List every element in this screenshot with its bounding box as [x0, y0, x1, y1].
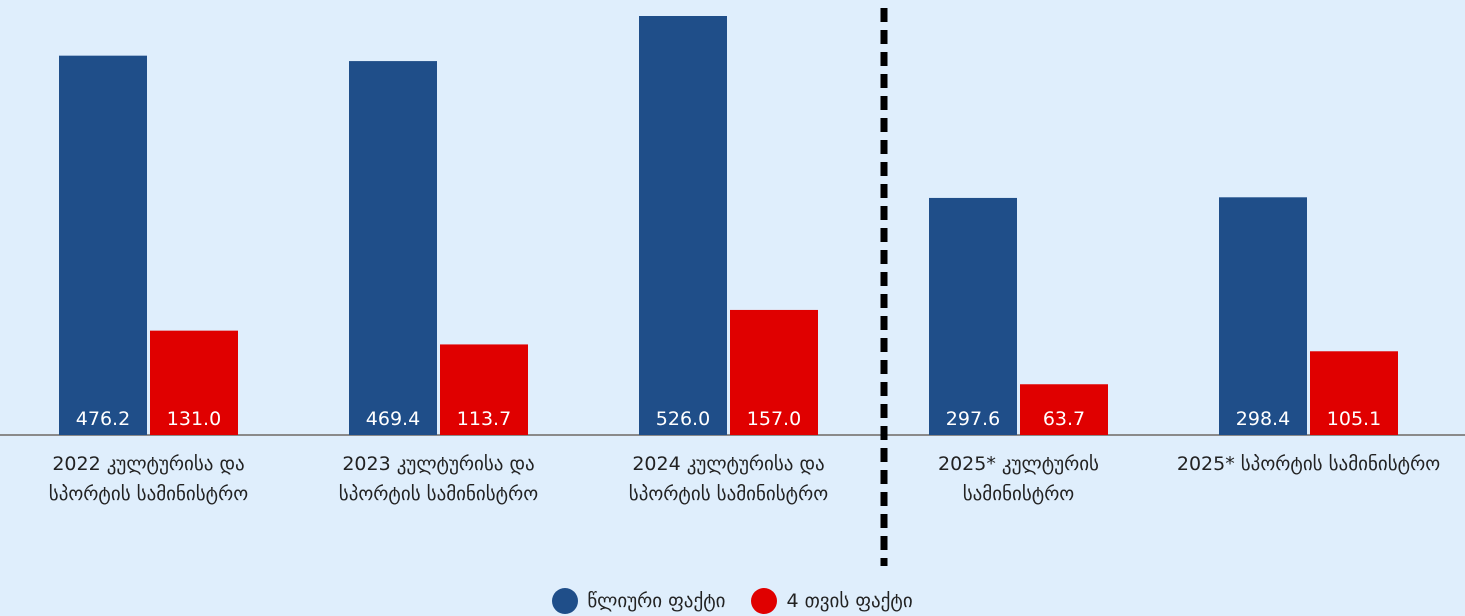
value-label: 526.0	[656, 408, 710, 430]
legend-item: 4 თვის ფაქტი	[751, 588, 913, 614]
bar	[1310, 351, 1398, 435]
legend-label: 4 თვის ფაქტი	[786, 590, 913, 612]
bar	[349, 61, 437, 436]
value-label: 469.4	[366, 408, 420, 430]
value-label: 131.0	[167, 408, 221, 430]
legend-swatch	[751, 588, 778, 614]
value-label: 157.0	[747, 408, 801, 430]
legend-item: წლიური ფაქტი	[552, 588, 725, 614]
value-label: 113.7	[457, 408, 511, 430]
bar	[929, 197, 1017, 435]
x-tick-label: 2022 კულტურისა და სპორტის სამინისტრო	[48, 453, 249, 505]
bar	[1219, 197, 1307, 435]
legend: წლიური ფაქტი 4 თვის ფაქტი	[0, 588, 1465, 614]
value-label: 476.2	[76, 408, 130, 430]
legend-label: წლიური ფაქტი	[587, 590, 726, 612]
value-label: 298.4	[1236, 408, 1290, 430]
legend-swatch	[552, 588, 579, 614]
bar	[59, 55, 147, 435]
value-label: 63.7	[1043, 408, 1085, 430]
bar	[1020, 384, 1108, 435]
x-tick-label: 2025* კულტურის სამინისტრო	[938, 453, 1099, 505]
bar	[440, 344, 528, 435]
x-tick-label: 2024 კულტურისა და სპორტის სამინისტრო	[628, 453, 829, 505]
bar	[150, 330, 238, 435]
x-tick-label: 2025* სპორტის სამინისტრო	[1176, 453, 1441, 475]
x-tick-label: 2023 კულტურისა და სპორტის სამინისტრო	[338, 453, 539, 505]
value-label: 297.6	[946, 408, 1000, 430]
value-label: 105.1	[1327, 408, 1381, 430]
bar	[639, 16, 727, 435]
bar	[730, 309, 818, 435]
